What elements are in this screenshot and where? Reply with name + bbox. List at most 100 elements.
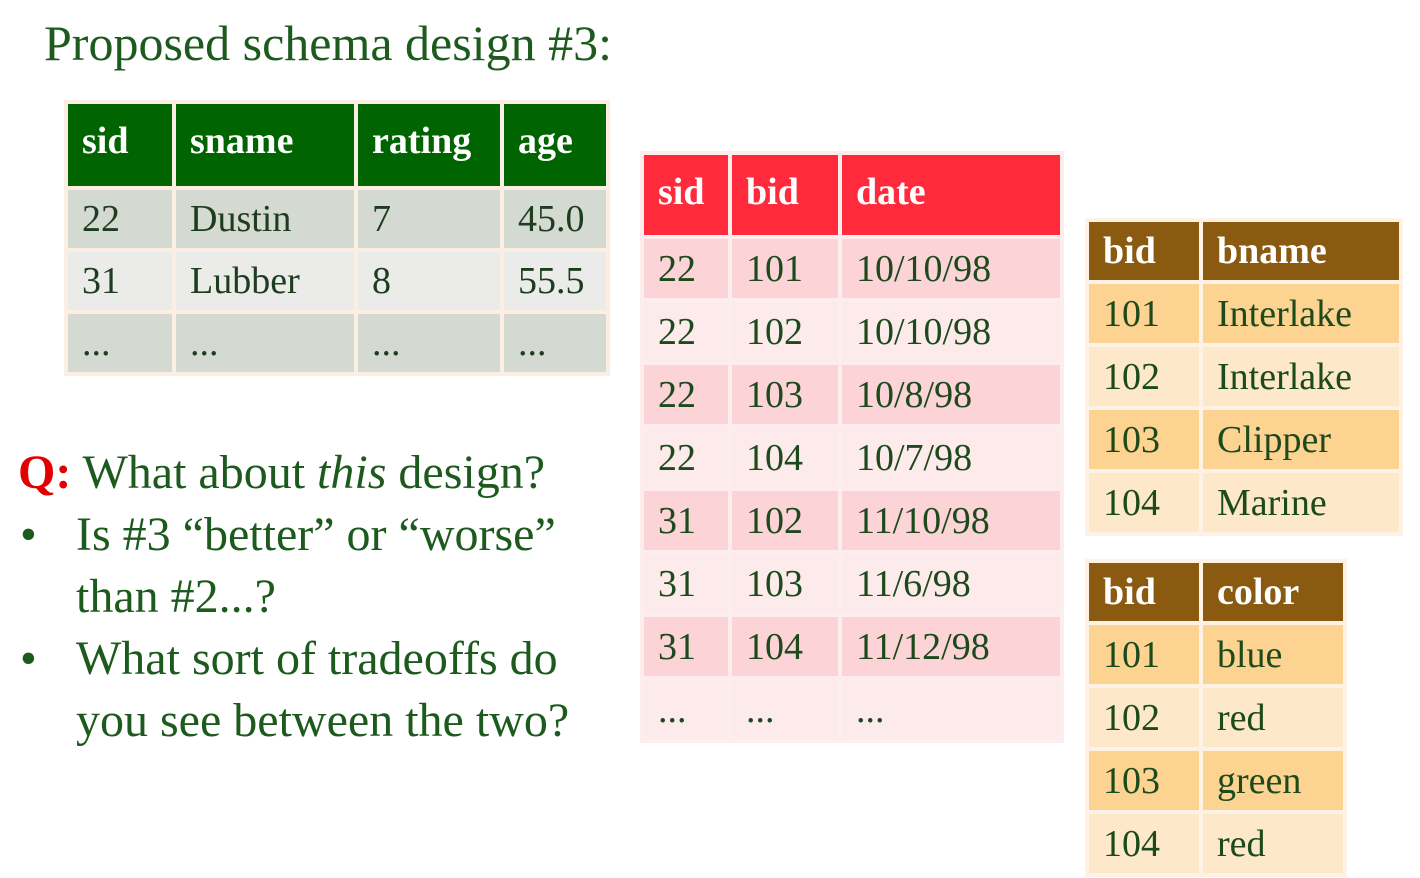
column-header-sid: sid: [644, 155, 728, 235]
table-header-row: bid bname: [1089, 222, 1399, 280]
bullet-text-line: than #2...?: [76, 570, 276, 623]
table-cell: 10/7/98: [842, 428, 1060, 487]
table-cell: 104: [732, 428, 838, 487]
table-row: 103 Clipper: [1089, 410, 1399, 469]
table-cell: 55.5: [504, 252, 606, 310]
table-header-row: bid color: [1089, 563, 1343, 621]
reserves-table: sid bid date 22 101 10/10/98 22 102 10/1…: [640, 151, 1064, 743]
table-cell: blue: [1203, 625, 1343, 684]
table-cell: 103: [732, 365, 838, 424]
sailors-table: sid sname rating age 22 Dustin 7 45.0 31…: [64, 100, 610, 376]
boats-color-table: bid color 101 blue 102 red 103 green 104…: [1085, 559, 1347, 877]
table-cell: 102: [732, 491, 838, 550]
column-header-date: date: [842, 155, 1060, 235]
table-cell: Interlake: [1203, 347, 1399, 406]
table-cell: ...: [732, 680, 838, 739]
table-cell: ...: [176, 314, 354, 372]
column-header-age: age: [504, 104, 606, 186]
table-header-row: sid sname rating age: [68, 104, 606, 186]
question-text-before: What about: [71, 446, 318, 499]
table-row: 31 Lubber 8 55.5: [68, 252, 606, 310]
table-cell: ...: [644, 680, 728, 739]
table-cell: 22: [644, 365, 728, 424]
column-header-rating: rating: [358, 104, 500, 186]
table-header-row: sid bid date: [644, 155, 1060, 235]
table-cell: 104: [1089, 473, 1199, 532]
table-cell: 11/12/98: [842, 617, 1060, 676]
table-cell: Clipper: [1203, 410, 1399, 469]
column-header-sname: sname: [176, 104, 354, 186]
table-cell: Interlake: [1203, 284, 1399, 343]
table-cell: Lubber: [176, 252, 354, 310]
column-header-bid: bid: [732, 155, 838, 235]
table-cell: 101: [1089, 625, 1199, 684]
question-text-emphasis: this: [317, 446, 387, 499]
table-cell: 103: [732, 554, 838, 613]
table-cell: ...: [504, 314, 606, 372]
slide-title: Proposed schema design #3:: [44, 15, 612, 71]
table-cell: 103: [1089, 410, 1199, 469]
table-row: 101 blue: [1089, 625, 1343, 684]
boats-bname-table: bid bname 101 Interlake 102 Interlake 10…: [1085, 218, 1403, 536]
column-header-bid: bid: [1089, 222, 1199, 280]
table-row: ... ... ... ...: [68, 314, 606, 372]
table-cell: 31: [644, 491, 728, 550]
table-cell: 22: [644, 302, 728, 361]
question-text-after: design?: [386, 446, 546, 499]
table-cell: 7: [358, 190, 500, 248]
table-cell: green: [1203, 751, 1343, 810]
table-row: 22 104 10/7/98: [644, 428, 1060, 487]
bullet-icon: •: [20, 508, 37, 561]
table-cell: 102: [1089, 347, 1199, 406]
table-cell: red: [1203, 688, 1343, 747]
table-cell: 102: [1089, 688, 1199, 747]
bullet-item: • Is #3 “better” or “worse” than #2...?: [18, 504, 638, 628]
table-cell: Marine: [1203, 473, 1399, 532]
table-cell: 31: [644, 554, 728, 613]
table-cell: 31: [644, 617, 728, 676]
table-cell: red: [1203, 814, 1343, 873]
table-cell: 45.0: [504, 190, 606, 248]
column-header-bid: bid: [1089, 563, 1199, 621]
bullet-text-line: you see between the two?: [76, 694, 570, 747]
table-row: 22 101 10/10/98: [644, 239, 1060, 298]
table-row: 22 102 10/10/98: [644, 302, 1060, 361]
table-row: 31 104 11/12/98: [644, 617, 1060, 676]
table-cell: ...: [842, 680, 1060, 739]
bullet-icon: •: [20, 632, 37, 685]
table-cell: 103: [1089, 751, 1199, 810]
table-cell: 22: [644, 239, 728, 298]
table-row: 104 red: [1089, 814, 1343, 873]
table-cell: 22: [68, 190, 172, 248]
table-row: 22 103 10/8/98: [644, 365, 1060, 424]
column-header-color: color: [1203, 563, 1343, 621]
table-cell: ...: [68, 314, 172, 372]
bullet-text-line: Is #3 “better” or “worse”: [76, 508, 556, 561]
table-row: 101 Interlake: [1089, 284, 1399, 343]
table-row: 31 103 11/6/98: [644, 554, 1060, 613]
column-header-sid: sid: [68, 104, 172, 186]
column-header-bname: bname: [1203, 222, 1399, 280]
table-cell: Dustin: [176, 190, 354, 248]
table-row: 102 Interlake: [1089, 347, 1399, 406]
bullet-item: • What sort of tradeoffs do you see betw…: [18, 628, 638, 752]
table-cell: 8: [358, 252, 500, 310]
table-cell: 31: [68, 252, 172, 310]
table-cell: 101: [1089, 284, 1199, 343]
table-row: 103 green: [1089, 751, 1343, 810]
table-row: 22 Dustin 7 45.0: [68, 190, 606, 248]
table-cell: 101: [732, 239, 838, 298]
table-row: 104 Marine: [1089, 473, 1399, 532]
question-label: Q:: [18, 446, 72, 499]
question-line: Q: What about this design?: [18, 442, 638, 504]
table-cell: 10/10/98: [842, 239, 1060, 298]
table-cell: 102: [732, 302, 838, 361]
table-cell: 10/10/98: [842, 302, 1060, 361]
table-cell: 11/10/98: [842, 491, 1060, 550]
bullet-text-line: What sort of tradeoffs do: [76, 632, 558, 685]
table-cell: 104: [732, 617, 838, 676]
question-block: Q: What about this design? • Is #3 “bett…: [18, 442, 638, 752]
table-cell: 11/6/98: [842, 554, 1060, 613]
table-cell: 104: [1089, 814, 1199, 873]
table-row: 31 102 11/10/98: [644, 491, 1060, 550]
